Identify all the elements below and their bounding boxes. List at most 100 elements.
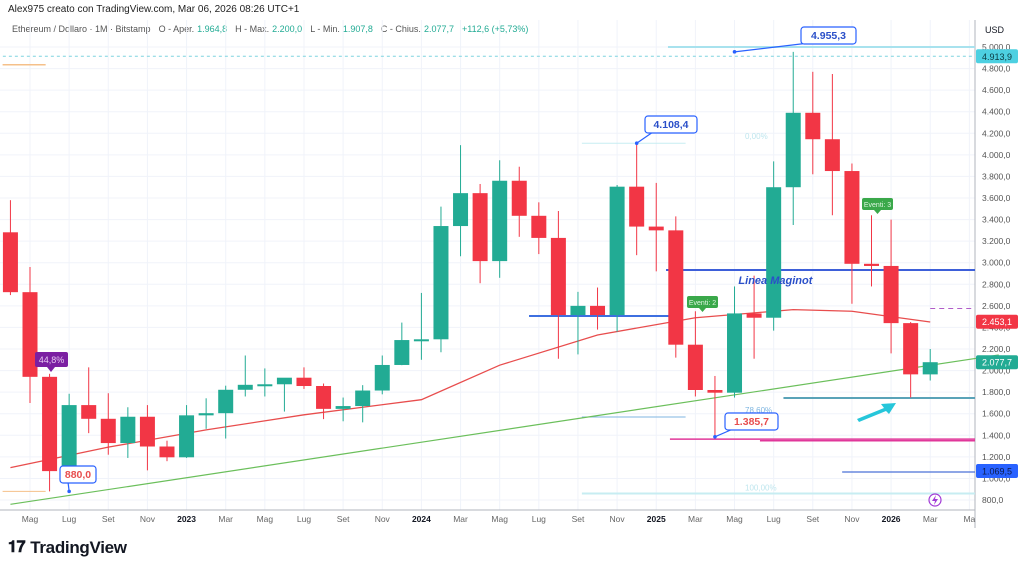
candle <box>179 405 195 458</box>
x-tick-label: Set <box>102 514 115 524</box>
maginot-label: Linea Maginot <box>738 275 813 287</box>
price-tag-bg <box>976 463 1018 478</box>
candle <box>257 368 273 397</box>
candle-body <box>296 377 312 387</box>
candle-body <box>785 112 801 188</box>
price-tag-bg <box>976 314 1018 329</box>
price-tag-text: 2.453,1 <box>982 317 1012 327</box>
fib-0-label: 0,00% <box>745 132 768 141</box>
x-tick-label: Mag <box>726 514 743 524</box>
candle <box>355 385 371 423</box>
candle <box>139 405 155 471</box>
logo-text: TradingView <box>30 538 127 557</box>
candle-body <box>668 230 684 345</box>
price-tag-bg <box>976 49 1018 64</box>
candle <box>824 73 840 216</box>
x-tick-label: Mag <box>22 514 39 524</box>
candle <box>883 219 899 354</box>
y-tick-label: 4.800,0 <box>982 64 1011 74</box>
callout-apr25: 1.385,7 <box>713 412 779 439</box>
event-badge-text: Eventi: 3 <box>864 202 891 209</box>
candle <box>648 182 664 272</box>
currency-label: USD <box>985 25 1005 35</box>
callout-anchor <box>634 141 639 146</box>
y-tick-label: 5.000,0 <box>982 42 1011 52</box>
callout-text: 4.108,4 <box>653 119 688 131</box>
y-tick-label: 1.800,0 <box>982 387 1011 397</box>
events-badge-3: Eventi: 3 <box>862 198 893 214</box>
callout-anchor <box>67 489 71 494</box>
lightning-icon <box>928 493 942 507</box>
symbol-name[interactable]: Ethereum / Dollaro · 1M · Bitstamp <box>12 24 151 34</box>
candle-body <box>237 384 253 390</box>
callout-text: 880,0 <box>65 469 91 481</box>
candle <box>531 202 547 255</box>
candle <box>394 322 410 366</box>
candle-body <box>629 186 645 227</box>
callout-pointer <box>636 131 654 144</box>
candle <box>805 71 821 175</box>
candle-body <box>198 413 214 416</box>
high-label: H - Max. <box>235 24 270 34</box>
x-tick-label: Mar <box>453 514 468 524</box>
candle <box>570 291 586 355</box>
candle-body <box>433 226 449 340</box>
candle <box>453 145 469 257</box>
event-badge-tail <box>874 210 881 214</box>
price-tag: 2.077,7 <box>976 355 1018 370</box>
candle-body <box>903 323 919 375</box>
candle <box>198 398 214 429</box>
tradingview-logo-icon: 𝟏𝟕 <box>8 539 26 556</box>
x-tick-label: Mag <box>257 514 274 524</box>
price-chart[interactable]: USD 5.000,0 4.800,0 4.600,0 4.400,0 4.200,0 4.… <box>0 0 1024 530</box>
callout-text: 4.955,3 <box>811 30 846 42</box>
price-tag-text: 1.069,5 <box>982 466 1012 476</box>
low-value: 1.907,8 <box>342 24 373 34</box>
candle <box>903 322 919 398</box>
x-tick-label: Lug <box>297 514 311 524</box>
candle <box>785 51 801 225</box>
candle-body <box>492 180 508 262</box>
candle <box>218 385 234 439</box>
candle <box>81 367 97 434</box>
candle <box>746 275 762 359</box>
event-badge-tail <box>699 308 706 312</box>
candle-body <box>511 180 527 216</box>
x-tick-label: Mar <box>218 514 233 524</box>
candle-body <box>687 344 703 390</box>
candle <box>120 407 136 458</box>
lightning-icon-ring <box>928 493 942 507</box>
candle-body <box>335 406 351 409</box>
candle <box>590 287 606 330</box>
candle-body <box>472 193 488 262</box>
candle-body <box>394 340 410 365</box>
x-tick-label: 2024 <box>412 514 431 524</box>
candle <box>61 393 77 479</box>
x-tick-label: Mar <box>923 514 938 524</box>
callout-text: 1.385,7 <box>734 416 769 428</box>
x-tick-label: Nov <box>140 514 156 524</box>
candle <box>668 216 684 358</box>
fib-786-label: 78,60% <box>745 406 772 415</box>
x-tick-label: Mar <box>688 514 703 524</box>
event-badge-bg <box>687 296 718 308</box>
y-tick-label: 1.400,0 <box>982 430 1011 440</box>
x-tick-label: Nov <box>375 514 391 524</box>
candle <box>159 440 175 462</box>
candle <box>237 355 253 397</box>
candle <box>433 206 449 353</box>
candle <box>766 161 782 331</box>
price-tag-text: 2.077,7 <box>982 358 1012 368</box>
events-badge-2: Eventi: 2 <box>687 296 718 312</box>
candle-body <box>120 416 136 444</box>
candle-body <box>257 384 273 387</box>
x-tick-label: 2025 <box>647 514 666 524</box>
y-tick-label: 3.400,0 <box>982 215 1011 225</box>
badge-bg <box>35 352 68 367</box>
candle <box>511 166 527 237</box>
tradingview-logo[interactable]: 𝟏𝟕 TradingView <box>8 538 127 558</box>
moving-average-line <box>10 308 931 469</box>
price-tag-text: 4.913,9 <box>982 52 1012 62</box>
callout-dec24: 4.108,4 <box>634 115 698 146</box>
change-value: +112,6 (+5,73%) <box>461 24 529 34</box>
